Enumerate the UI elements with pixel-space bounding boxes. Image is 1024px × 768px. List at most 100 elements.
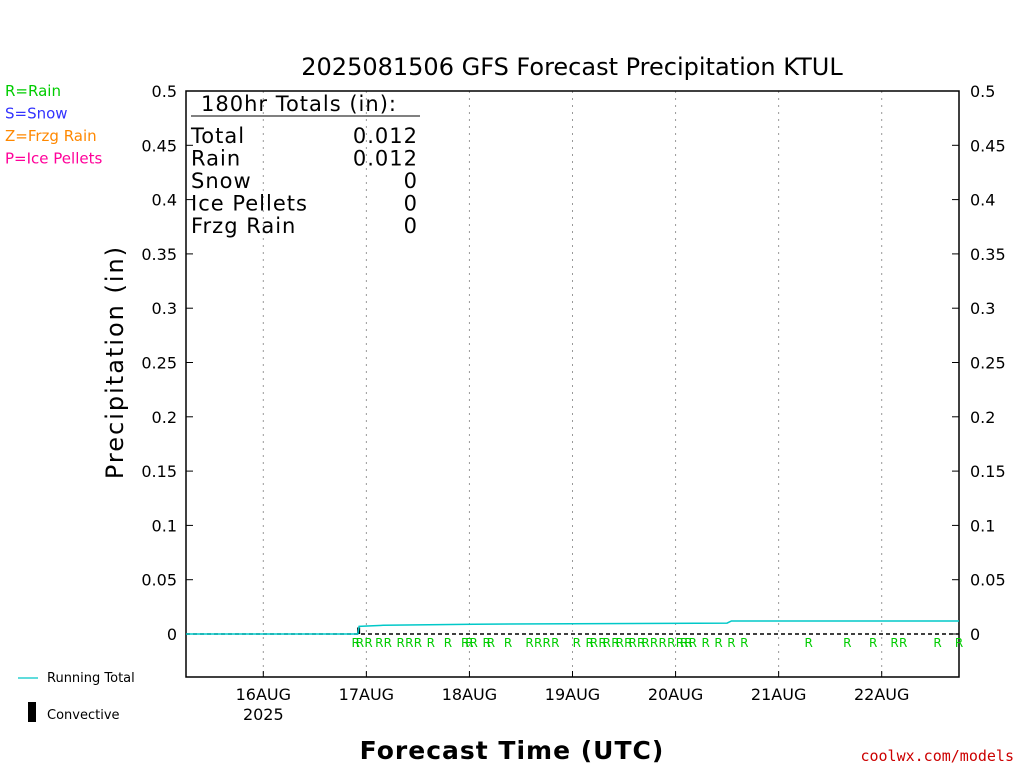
precip-type-legend-item: P=Ice Pellets	[5, 150, 102, 168]
totals-row-label: Snow	[191, 169, 252, 193]
rain-marker: R	[637, 636, 645, 650]
rain-marker: R	[586, 636, 594, 650]
y-tick-label-right: 0.25	[970, 354, 1006, 373]
rain-marker: R	[598, 636, 606, 650]
y-tick-label-left: 0.35	[141, 245, 177, 264]
totals-box: 180hr Totals (in): Total 0.012 Rain 0.012 Sn…	[190, 92, 420, 238]
rain-marker: R	[890, 636, 898, 650]
y-tick-label-left: 0.5	[152, 82, 177, 101]
y-tick-label-left: 0.1	[152, 516, 177, 535]
y-tick-label-left: 0	[167, 625, 177, 644]
y-tick-label-right: 0.5	[970, 82, 995, 101]
y-tick-label-left: 0.4	[152, 191, 177, 210]
rain-marker: R	[405, 636, 413, 650]
rain-marker: R	[955, 636, 963, 650]
rain-marker: R	[624, 636, 632, 650]
rain-marker: R	[487, 636, 495, 650]
rain-marker: R	[397, 636, 405, 650]
y-tick-label-right: 0.2	[970, 408, 995, 427]
rain-marker: R	[611, 636, 619, 650]
precip-type-legend-item: R=Rain	[5, 82, 61, 100]
totals-row-value: 0.012	[353, 147, 418, 171]
rain-marker: R	[470, 636, 478, 650]
y-tick-label-left: 0.05	[141, 571, 177, 590]
rain-marker: R	[805, 636, 813, 650]
precip-type-legend: R=Rain S=Snow Z=Frzg Rain P=Ice Pellets	[5, 82, 102, 168]
rain-marker: R	[384, 636, 392, 650]
rain-marker: R	[680, 636, 688, 650]
x-tick-sublabel: 2025	[243, 705, 284, 724]
x-axis-label: Forecast Time (UTC)	[360, 736, 665, 765]
rain-marker: R	[603, 636, 611, 650]
running-total-legend-label: Running Total	[47, 671, 135, 686]
gridlines	[262, 91, 883, 677]
precip-type-legend-item: Z=Frzg Rain	[5, 127, 97, 145]
totals-header: 180hr Totals (in):	[201, 92, 397, 116]
y-axis-label: Precipitation (in)	[101, 245, 129, 479]
totals-row-value: 0	[404, 214, 418, 238]
y-tick-label-left: 0.45	[141, 136, 177, 155]
convective-legend-label: Convective	[47, 708, 120, 723]
x-tick-label: 16AUG	[236, 685, 291, 704]
rain-marker: R	[659, 636, 667, 650]
y-tick-label-right: 0.05	[970, 571, 1006, 590]
y-tick-label-left: 0.15	[141, 462, 177, 481]
rain-marker: R	[573, 636, 581, 650]
rain-marker: R	[933, 636, 941, 650]
rain-marker: R	[551, 636, 559, 650]
rain-marker: R	[482, 636, 490, 650]
totals-row-value: 0	[404, 192, 418, 216]
y-tick-label-right: 0.4	[970, 191, 995, 210]
rain-marker: R	[465, 636, 473, 650]
rain-marker: R	[641, 636, 649, 650]
totals-row-label: Total	[190, 124, 245, 148]
rain-marker: R	[543, 636, 551, 650]
rain-marker: R	[727, 636, 735, 650]
y-tick-label-right: 0.45	[970, 136, 1006, 155]
rain-marker: R	[740, 636, 748, 650]
rain-marker: R	[444, 636, 452, 650]
rain-marker: R	[869, 636, 877, 650]
y-tick-label-right: 0.35	[970, 245, 1006, 264]
totals-row-label: Frzg Rain	[191, 214, 296, 238]
rain-marker: R	[899, 636, 907, 650]
x-tick-label: 19AUG	[545, 685, 600, 704]
rain-marker: R	[843, 636, 851, 650]
totals-row-label: Ice Pellets	[191, 192, 308, 216]
chart-title: 2025081506 GFS Forecast Precipitation KT…	[301, 53, 843, 81]
x-tick-label: 20AUG	[648, 685, 703, 704]
totals-rows: Total 0.012 Rain 0.012 Snow 0 Ice Pellets 0 Frzg…	[190, 124, 418, 238]
rain-marker: R	[616, 636, 624, 650]
totals-row-label: Rain	[191, 147, 241, 171]
rain-marker: R	[684, 636, 692, 650]
credit-watermark: coolwx.com/models	[860, 747, 1014, 765]
y-tick-label-right: 0.1	[970, 516, 995, 535]
rain-marker: R	[461, 636, 469, 650]
rain-marker: R	[414, 636, 422, 650]
totals-row-value: 0.012	[353, 124, 418, 148]
convective-legend-swatch	[28, 702, 36, 722]
rain-marker: R	[650, 636, 658, 650]
running-total-line	[186, 620, 959, 635]
rain-marker: R	[356, 636, 364, 650]
x-tick-label: 22AUG	[854, 685, 909, 704]
rain-marker: R	[364, 636, 372, 650]
rain-marker: R	[351, 636, 359, 650]
plot-frame	[185, 90, 960, 678]
x-tick-label: 21AUG	[751, 685, 806, 704]
rain-marker: R	[667, 636, 675, 650]
rain-marker: R	[504, 636, 512, 650]
y-tick-label-left: 0.3	[152, 299, 177, 318]
x-tick-label: 17AUG	[339, 685, 394, 704]
rain-marker: R	[525, 636, 533, 650]
rain-marker: R	[701, 636, 709, 650]
y-tick-label-left: 0.25	[141, 354, 177, 373]
precip-type-legend-item: S=Snow	[5, 105, 68, 123]
totals-row-value: 0	[404, 169, 418, 193]
x-tick-label: 18AUG	[442, 685, 497, 704]
y-tick-label-right: 0.15	[970, 462, 1006, 481]
y-tick-label-left: 0.2	[152, 408, 177, 427]
